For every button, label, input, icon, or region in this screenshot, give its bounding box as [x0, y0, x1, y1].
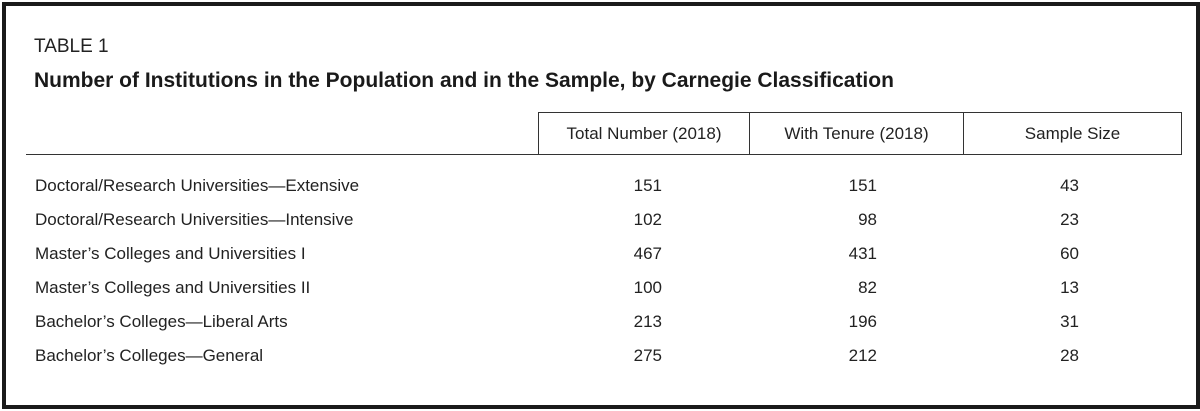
row-label: Bachelor’s Colleges—Liberal Arts	[35, 312, 288, 331]
cell-total-number: 275	[633, 346, 662, 365]
cell-with-tenure: 212	[848, 346, 877, 365]
cell-total-number: 213	[633, 312, 662, 331]
cell-with-tenure: 431	[848, 244, 877, 263]
row-label: Doctoral/Research Universities—Extensive	[35, 176, 360, 195]
cell-with-tenure: 196	[848, 312, 877, 331]
table-row: Bachelor’s Colleges—Liberal Arts 213 196…	[26, 306, 1182, 340]
row-label: Master’s Colleges and Universities I	[35, 244, 306, 263]
table-header-row: Total Number (2018) With Tenure (2018) S…	[26, 112, 1182, 155]
table-row: Bachelor’s Colleges—General 275 212 28	[26, 340, 1182, 374]
cell-with-tenure: 82	[858, 278, 877, 297]
table-body: Doctoral/Research Universities—Extensive…	[26, 170, 1182, 374]
table-row: Doctoral/Research Universities—Intensive…	[26, 204, 1182, 238]
cell-sample-size: 60	[1060, 244, 1079, 263]
cell-total-number: 100	[633, 278, 662, 297]
row-label: Master’s Colleges and Universities II	[35, 278, 311, 297]
table-title: Number of Institutions in the Population…	[34, 69, 894, 92]
cell-sample-size: 23	[1060, 210, 1079, 229]
column-header-with-tenure: With Tenure (2018)	[749, 112, 963, 154]
cell-sample-size: 43	[1060, 176, 1079, 195]
cell-total-number: 467	[633, 244, 662, 263]
cell-sample-size: 31	[1060, 312, 1079, 331]
row-label: Bachelor’s Colleges—General	[35, 346, 264, 365]
cell-sample-size: 28	[1060, 346, 1079, 365]
table-row: Master’s Colleges and Universities I 467…	[26, 238, 1182, 272]
column-header-total-number: Total Number (2018)	[538, 112, 749, 154]
cell-total-number: 102	[633, 210, 662, 229]
cell-with-tenure: 151	[848, 176, 877, 195]
column-header-sample-size: Sample Size	[963, 112, 1182, 154]
row-label: Doctoral/Research Universities—Intensive	[35, 210, 354, 229]
cell-with-tenure: 98	[858, 210, 877, 229]
table-label: TABLE 1	[34, 36, 109, 57]
cell-sample-size: 13	[1060, 278, 1079, 297]
table-row: Master’s Colleges and Universities II 10…	[26, 272, 1182, 306]
cell-total-number: 151	[633, 176, 662, 195]
table-row: Doctoral/Research Universities—Extensive…	[26, 170, 1182, 204]
